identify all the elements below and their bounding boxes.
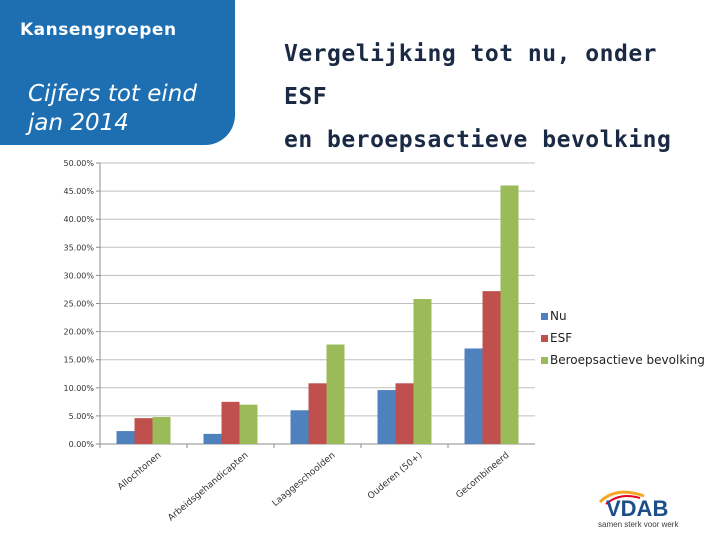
- bar-nu: [377, 390, 396, 444]
- vdab-logo: VDAB: [598, 490, 668, 521]
- section-title: Kansengroepen: [20, 20, 177, 40]
- y-tick-label: 5.00%: [69, 412, 95, 421]
- bar-esf: [308, 383, 327, 444]
- bar-beroepsactieve-bevolking: [413, 299, 432, 444]
- legend-swatch: [541, 357, 548, 364]
- slide-title: Vergelijking tot nu, onder ESF en beroep…: [284, 33, 714, 162]
- legend-swatch: [541, 335, 548, 342]
- logo-tagline: samen sterk voor werk: [598, 520, 679, 529]
- bar-beroepsactieve-bevolking: [152, 417, 171, 444]
- x-tick-label: Ouderen (50+): [366, 451, 424, 502]
- slide-title-line1: Vergelijking tot nu, onder ESF: [284, 41, 658, 110]
- header-panel: Kansengroepen Cijfers tot eind jan 2014: [0, 0, 235, 145]
- bar-nu: [116, 431, 135, 444]
- y-tick-label: 30.00%: [63, 271, 94, 280]
- y-tick-label: 0.00%: [69, 440, 95, 449]
- legend-label: Beroepsactieve bevolking: [550, 353, 705, 367]
- x-tick-label: Laaggeschoolden: [271, 451, 338, 509]
- bar-beroepsactieve-bevolking: [500, 185, 519, 445]
- y-tick-label: 35.00%: [63, 243, 94, 252]
- bar-nu: [290, 410, 309, 444]
- bar-chart: 0.00% 5.00% 10.00% 15.00% 20.00% 25.00% 30.00%…: [63, 159, 705, 524]
- x-tick-label: Gecombineerd: [454, 451, 511, 501]
- slide-title-line2: en beroepsactieve bevolking: [284, 127, 672, 153]
- bar-nu: [464, 348, 483, 444]
- legend-label: Nu: [550, 309, 567, 323]
- x-tick-label: Arbeidsgehandicapten: [166, 451, 250, 524]
- bar-esf: [482, 291, 501, 444]
- y-tick-label: 25.00%: [63, 300, 94, 309]
- bar-esf: [134, 418, 153, 444]
- subtitle: Cijfers tot eind jan 2014: [28, 81, 197, 136]
- legend-label: ESF: [550, 331, 572, 345]
- x-tick-label: Allochtonen: [116, 451, 163, 493]
- y-tick-label: 45.00%: [63, 187, 94, 196]
- bar-beroepsactieve-bevolking: [239, 404, 258, 444]
- y-tick-label: 40.00%: [63, 215, 94, 224]
- y-tick-label: 15.00%: [63, 356, 94, 365]
- bar-esf: [395, 383, 414, 444]
- legend-swatch: [541, 313, 548, 320]
- logo-wordmark: VDAB: [606, 496, 668, 521]
- y-tick-label: 20.00%: [63, 328, 94, 337]
- bar-nu: [203, 433, 222, 444]
- bar-esf: [221, 401, 240, 444]
- y-tick-label: 50.00%: [63, 159, 94, 168]
- logo-swoosh-icon: [598, 490, 645, 504]
- y-tick-label: 10.00%: [63, 384, 94, 393]
- bar-beroepsactieve-bevolking: [326, 344, 345, 444]
